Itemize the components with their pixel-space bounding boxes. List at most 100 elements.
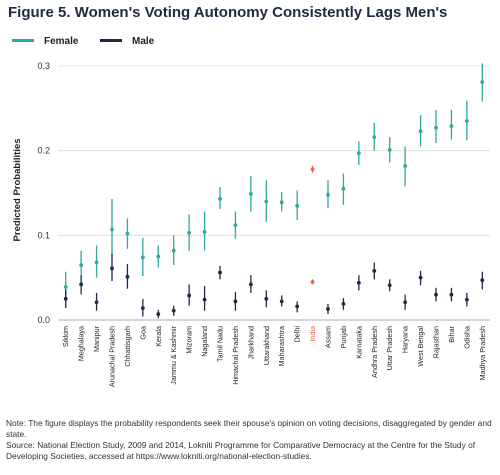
x-tick-label-madhya-pradesh: Madhya Pradesh (478, 326, 487, 380)
point-male-manipur (94, 300, 99, 305)
point-male-jammu-and-kashmir (171, 308, 176, 313)
x-tick-label-manipur: Manipur (92, 325, 101, 352)
point-female-mizoram (187, 230, 192, 235)
chart-title: Figure 5. Women's Voting Autonomy Consis… (8, 4, 448, 21)
series-male (63, 253, 485, 319)
x-tick-label-nagaland: Nagaland (200, 326, 209, 357)
figure-note: Note: The figure displays the probabilit… (6, 418, 494, 462)
point-male-uttarakhand (264, 296, 269, 301)
x-tick-label-jharkhand: Jharkhand (246, 326, 255, 360)
point-female-sikkim (63, 285, 68, 289)
point-female-rajasthan (434, 125, 438, 130)
y-axis-label: Predicted Probabilities (12, 139, 23, 242)
point-female-meghalaya (79, 263, 84, 267)
gridlines (58, 65, 490, 321)
point-male-chhattisgarh (125, 274, 130, 279)
point-male-tamil-nadu (218, 270, 222, 275)
point-female-andhra-pradesh (372, 135, 377, 140)
x-tick-label-kerala: Kerala (154, 326, 163, 347)
point-female-chhattisgarh (125, 231, 130, 236)
point-female-karnataka (356, 151, 361, 156)
point-male-maharashtra (279, 299, 284, 304)
point-female-manipur (94, 260, 99, 265)
y-tick-label: 0.3 (37, 61, 50, 71)
point-male-rajasthan (434, 292, 438, 297)
data-marks (63, 63, 485, 319)
x-tick-label-delhi: Delhi (293, 326, 302, 343)
x-tick-label-chhattisgarh: Chhattisgarh (123, 326, 132, 367)
y-tick-label: 0.0 (37, 315, 50, 325)
point-female-arunachal-pradesh (110, 227, 114, 232)
point-male-andhra-pradesh (372, 268, 377, 273)
point-male-arunachal-pradesh (110, 266, 114, 271)
point-male-india (310, 280, 315, 284)
x-tick-label-tamil-nadu: Tamil Nadu (216, 326, 225, 362)
x-tick-label-goa: Goa (138, 326, 147, 340)
point-male-karnataka (356, 280, 361, 285)
legend-item-female: Female (12, 36, 78, 47)
point-female-bihar (449, 124, 454, 129)
point-male-odisha (464, 297, 469, 302)
source-text: Source: National Election Study, 2009 an… (6, 440, 476, 461)
x-tick-label-odisha: Odisha (462, 326, 471, 349)
legend-swatch-female (12, 38, 34, 42)
point-female-assam (326, 192, 330, 197)
point-female-nagaland (202, 230, 207, 234)
x-tick-label-jammu-and-kashmir: Jammu & Kashmir (169, 325, 178, 384)
point-female-maharashtra (279, 200, 284, 205)
point-male-madhya-pradesh (480, 278, 485, 283)
point-male-delhi (295, 304, 300, 309)
point-female-jharkhand (248, 191, 253, 196)
point-male-mizoram (187, 293, 192, 298)
point-male-west-bengal (418, 275, 423, 280)
point-female-delhi (295, 203, 300, 208)
point-female-haryana (403, 164, 408, 168)
point-female-madhya-pradesh (480, 80, 485, 84)
point-female-punjab (341, 186, 346, 191)
series-female (63, 63, 485, 302)
x-tick-label-karnataka: Karnataka (354, 326, 363, 359)
x-tick-label-haryana: Haryana (401, 326, 410, 353)
x-tick-label-maharashtra: Maharashtra (277, 326, 286, 366)
x-tick-label-bihar: Bihar (447, 325, 456, 342)
point-male-bihar (449, 292, 454, 297)
x-tick-label-rajasthan: Rajasthan (432, 326, 441, 358)
x-tick-label-mizoram: Mizoram (185, 326, 194, 354)
point-male-assam (326, 307, 330, 311)
point-male-nagaland (202, 297, 207, 302)
note-text: Note: The figure displays the probabilit… (6, 418, 492, 439)
y-axis: 0.0 0.1 0.2 0.3 (37, 61, 50, 325)
legend-swatch-male (100, 38, 122, 42)
y-tick-label: 0.1 (37, 230, 50, 240)
x-tick-label-andhra-pradesh: Andhra Pradesh (370, 326, 379, 378)
y-tick-label: 0.2 (37, 146, 50, 156)
x-tick-label-assam: Assam (324, 326, 333, 348)
point-female-uttarakhand (264, 199, 269, 204)
point-female-kerala (156, 254, 161, 259)
point-female-india (310, 167, 315, 172)
point-male-kerala (156, 312, 161, 316)
x-tick-label-arunachal-pradesh: Arunachal Pradesh (108, 326, 117, 387)
point-female-jammu-and-kashmir (171, 248, 176, 253)
x-tick-label-punjab: Punjab (339, 326, 348, 348)
point-female-goa (140, 255, 145, 260)
point-male-sikkim (63, 296, 68, 301)
point-male-himachal-pradesh (233, 299, 238, 304)
point-female-odisha (464, 119, 469, 123)
x-tick-label-india: India (308, 326, 317, 342)
x-tick-label-uttar-pradesh: Uttar Pradesh (385, 326, 394, 370)
point-male-jharkhand (248, 282, 253, 287)
legend-label-female: Female (44, 36, 79, 47)
x-tick-label-west-bengal: West Bengal (416, 326, 425, 367)
x-tick-label-himachal-pradesh: Himachal Pradesh (231, 326, 240, 385)
chart-plot: 0.0 0.1 0.2 0.3 Predicted Probabilities Sik… (12, 61, 490, 387)
point-male-punjab (341, 302, 346, 306)
legend-label-male: Male (132, 36, 155, 47)
x-axis: Sikkim Meghalaya Manipur Arunachal Pradesh C… (58, 319, 490, 387)
point-male-goa (140, 306, 145, 311)
point-female-west-bengal (418, 129, 423, 134)
point-male-haryana (403, 300, 408, 305)
point-female-himachal-pradesh (233, 223, 238, 228)
x-tick-label-uttarakhand: Uttarakhand (262, 326, 271, 365)
x-tick-label-sikkim: Sikkim (61, 326, 70, 347)
